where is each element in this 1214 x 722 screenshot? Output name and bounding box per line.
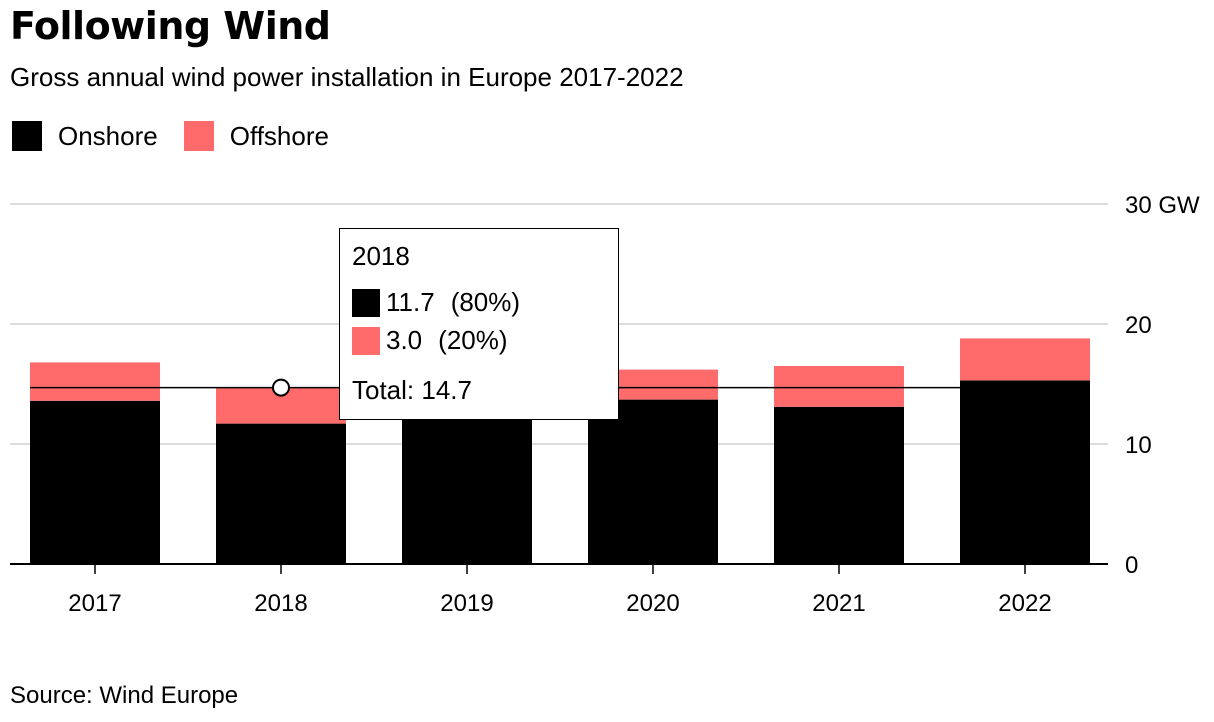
y-tick-label-20: 20 [1125,312,1152,339]
y-tick-label-0: 0 [1125,552,1138,579]
bar-onshore-2020 [588,399,718,564]
chart-title: Following Wind [10,4,331,48]
bar-onshore-2018 [216,423,346,564]
tooltip-row-onshore: 11.7 (80%) [352,287,520,318]
tooltip-onshore-value: 11.7 [386,287,435,317]
tooltip-swatch-onshore [352,288,380,317]
bar-onshore-2021 [774,406,904,564]
tooltip-offshore-pct: (20%) [438,325,508,355]
x-tick-label-2022: 2022 [998,590,1051,617]
bar-onshore-2022 [960,380,1090,564]
chart-subtitle: Gross annual wind power installation in … [10,62,684,92]
tooltip-swatch-offshore [352,326,380,355]
legend-swatch-onshore [12,121,42,151]
bar-offshore-2022 [960,338,1090,381]
source-note: Source: Wind Europe [10,682,239,709]
bar-offshore-2021 [774,366,904,407]
y-tick-label-30: 30 GW [1125,192,1200,219]
bar-offshore-2017 [30,362,160,401]
x-tick-label-2018: 2018 [254,590,307,617]
legend: Onshore Offshore [12,120,355,152]
legend-item-offshore[interactable]: Offshore [183,120,329,152]
tooltip-total: Total: 14.7 [352,375,472,405]
bar-onshore-2019 [402,418,532,564]
tooltip-offshore-value: 3.0 [386,325,423,355]
bar-onshore-2017 [30,400,160,564]
legend-label-onshore: Onshore [58,120,158,151]
tooltip-row-offshore: 3.0 (20%) [352,325,508,356]
hover-marker [272,378,290,397]
y-tick-label-10: 10 [1125,432,1152,459]
legend-label-offshore: Offshore [229,120,329,151]
legend-item-onshore[interactable]: Onshore [12,121,158,152]
x-tick-label-2019: 2019 [440,590,493,617]
axes: 0 10 20 30 GW 2017 2018 2019 2020 2021 2022 [10,192,1200,617]
tooltip-onshore-pct: (80%) [450,287,521,317]
tooltip-year: 2018 [352,241,410,271]
legend-swatch-offshore [183,121,214,151]
x-tick-label-2017: 2017 [68,590,121,617]
x-tick-label-2020: 2020 [626,590,679,617]
x-tick-label-2021: 2021 [812,590,865,617]
tooltip: 2018 11.7 (80%) 3.0 (20%) Total: 14.7 [339,228,619,420]
